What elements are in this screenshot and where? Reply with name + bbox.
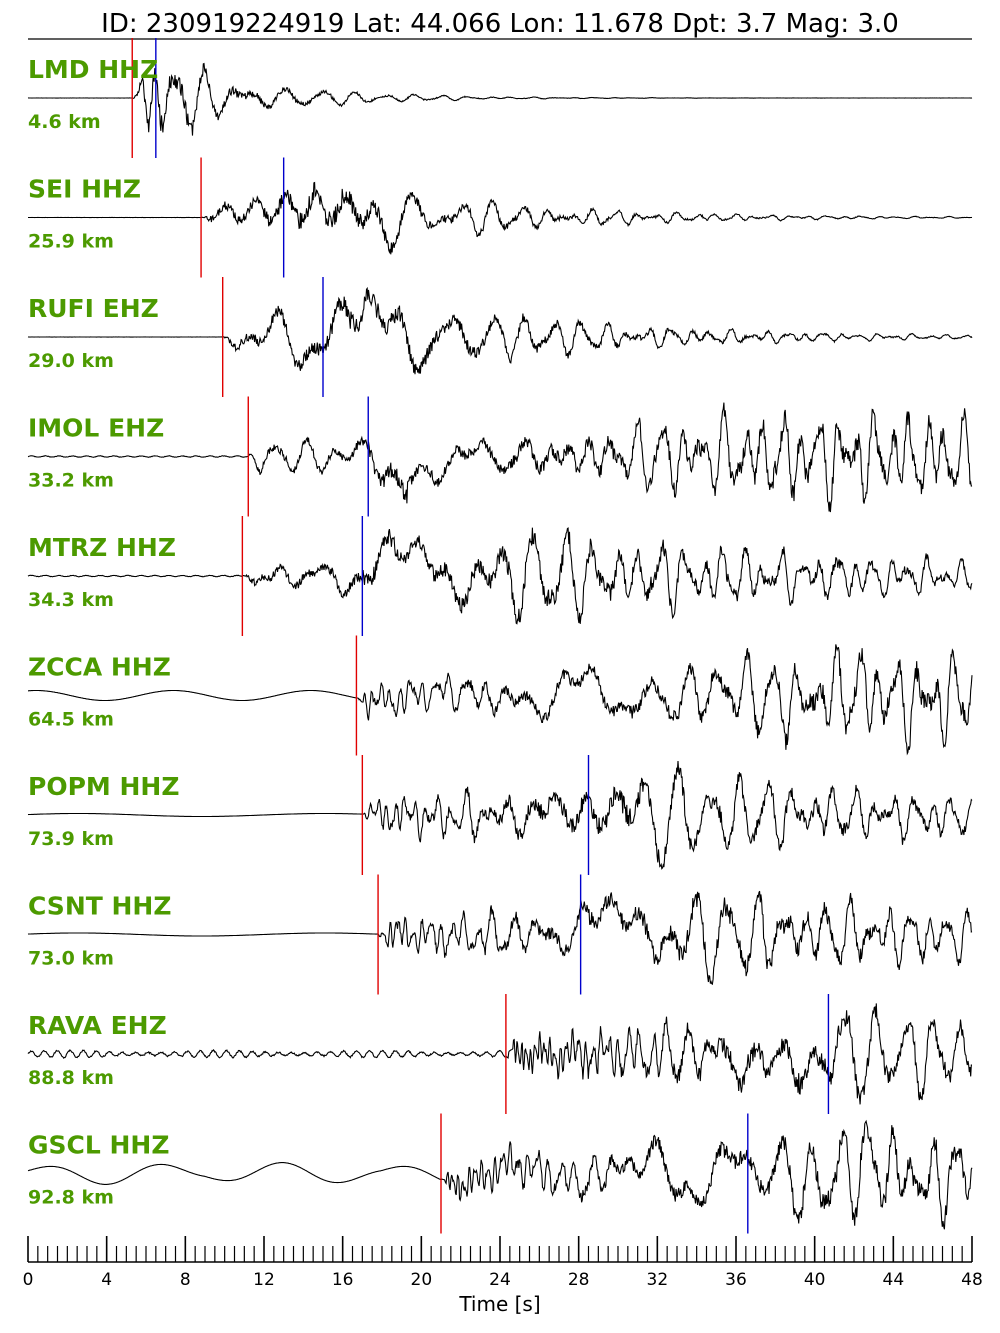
station-label: POPM HHZ	[28, 772, 179, 801]
x-tick-label: 44	[883, 1270, 905, 1290]
trace-row: MTRZ HHZ 34.3 km	[27, 516, 973, 636]
distance-label: 73.0 km	[28, 948, 114, 970]
x-tick-label: 48	[961, 1270, 983, 1290]
distance-label: 25.9 km	[28, 231, 114, 253]
x-axis-label: Time [s]	[458, 1292, 540, 1316]
x-tick-label: 12	[253, 1270, 275, 1290]
waveform-line	[27, 286, 973, 375]
trace-row: RUFI EHZ 29.0 km	[27, 277, 973, 397]
station-label: SEI HHZ	[28, 175, 141, 204]
x-tick-label: 40	[804, 1270, 826, 1290]
distance-label: 73.9 km	[28, 828, 114, 850]
waveform-line	[27, 1003, 972, 1105]
x-tick-label: 4	[101, 1270, 112, 1290]
trace-row: CSNT HHZ 73.0 km	[27, 874, 973, 995]
waveform-line	[27, 402, 973, 513]
waveform-line	[28, 644, 973, 756]
x-tick-label: 28	[568, 1270, 590, 1290]
distance-label: 33.2 km	[28, 470, 114, 492]
trace-row: GSCL HHZ 92.8 km	[27, 1113, 973, 1234]
time-axis: 0 4 8 12 16 20 24 28 32 36 40 44 48	[23, 1236, 983, 1290]
waveform-line	[27, 890, 973, 986]
distance-label: 92.8 km	[28, 1187, 114, 1209]
x-tick-label: 36	[725, 1270, 747, 1290]
station-label: RUFI EHZ	[28, 294, 159, 323]
trace-row: SEI HHZ 25.9 km	[28, 157, 973, 278]
station-label: IMOL EHZ	[28, 414, 164, 443]
distance-label: 29.0 km	[28, 350, 114, 372]
station-label: RAVA EHZ	[28, 1011, 167, 1040]
station-label: GSCL HHZ	[28, 1131, 169, 1160]
station-label: MTRZ HHZ	[28, 533, 176, 562]
distance-label: 34.3 km	[28, 589, 114, 611]
x-tick-label: 16	[332, 1270, 354, 1290]
station-label: LMD HHZ	[28, 55, 158, 84]
trace-row: LMD HHZ 4.6 km	[27, 38, 973, 158]
x-tick-label: 24	[489, 1270, 511, 1290]
distance-label: 88.8 km	[28, 1067, 114, 1089]
waveform-line	[27, 1119, 973, 1230]
trace-row: RAVA EHZ 88.8 km	[27, 994, 972, 1114]
x-tick-label: 0	[23, 1270, 34, 1290]
station-label: CSNT HHZ	[28, 892, 171, 921]
waveform-line	[27, 62, 973, 136]
traces-group: LMD HHZ 4.6 km SEI HHZ 25.9 km RUFI EHZ 29.0 …	[27, 38, 973, 1234]
waveform-line	[27, 760, 973, 870]
chart-title: ID: 230919224919 Lat: 44.066 Lon: 11.678…	[101, 9, 899, 39]
x-tick-label: 20	[411, 1270, 433, 1290]
trace-row: ZCCA HHZ 64.5 km	[28, 635, 973, 756]
station-label: ZCCA HHZ	[28, 653, 171, 682]
waveform-line	[27, 527, 973, 625]
distance-label: 4.6 km	[28, 111, 101, 133]
waveform-line	[28, 181, 973, 255]
distance-label: 64.5 km	[28, 709, 114, 731]
x-tick-label: 8	[180, 1270, 191, 1290]
trace-row: POPM HHZ 73.9 km	[27, 755, 973, 875]
x-tick-label: 32	[647, 1270, 669, 1290]
trace-row: IMOL EHZ 33.2 km	[27, 396, 973, 517]
